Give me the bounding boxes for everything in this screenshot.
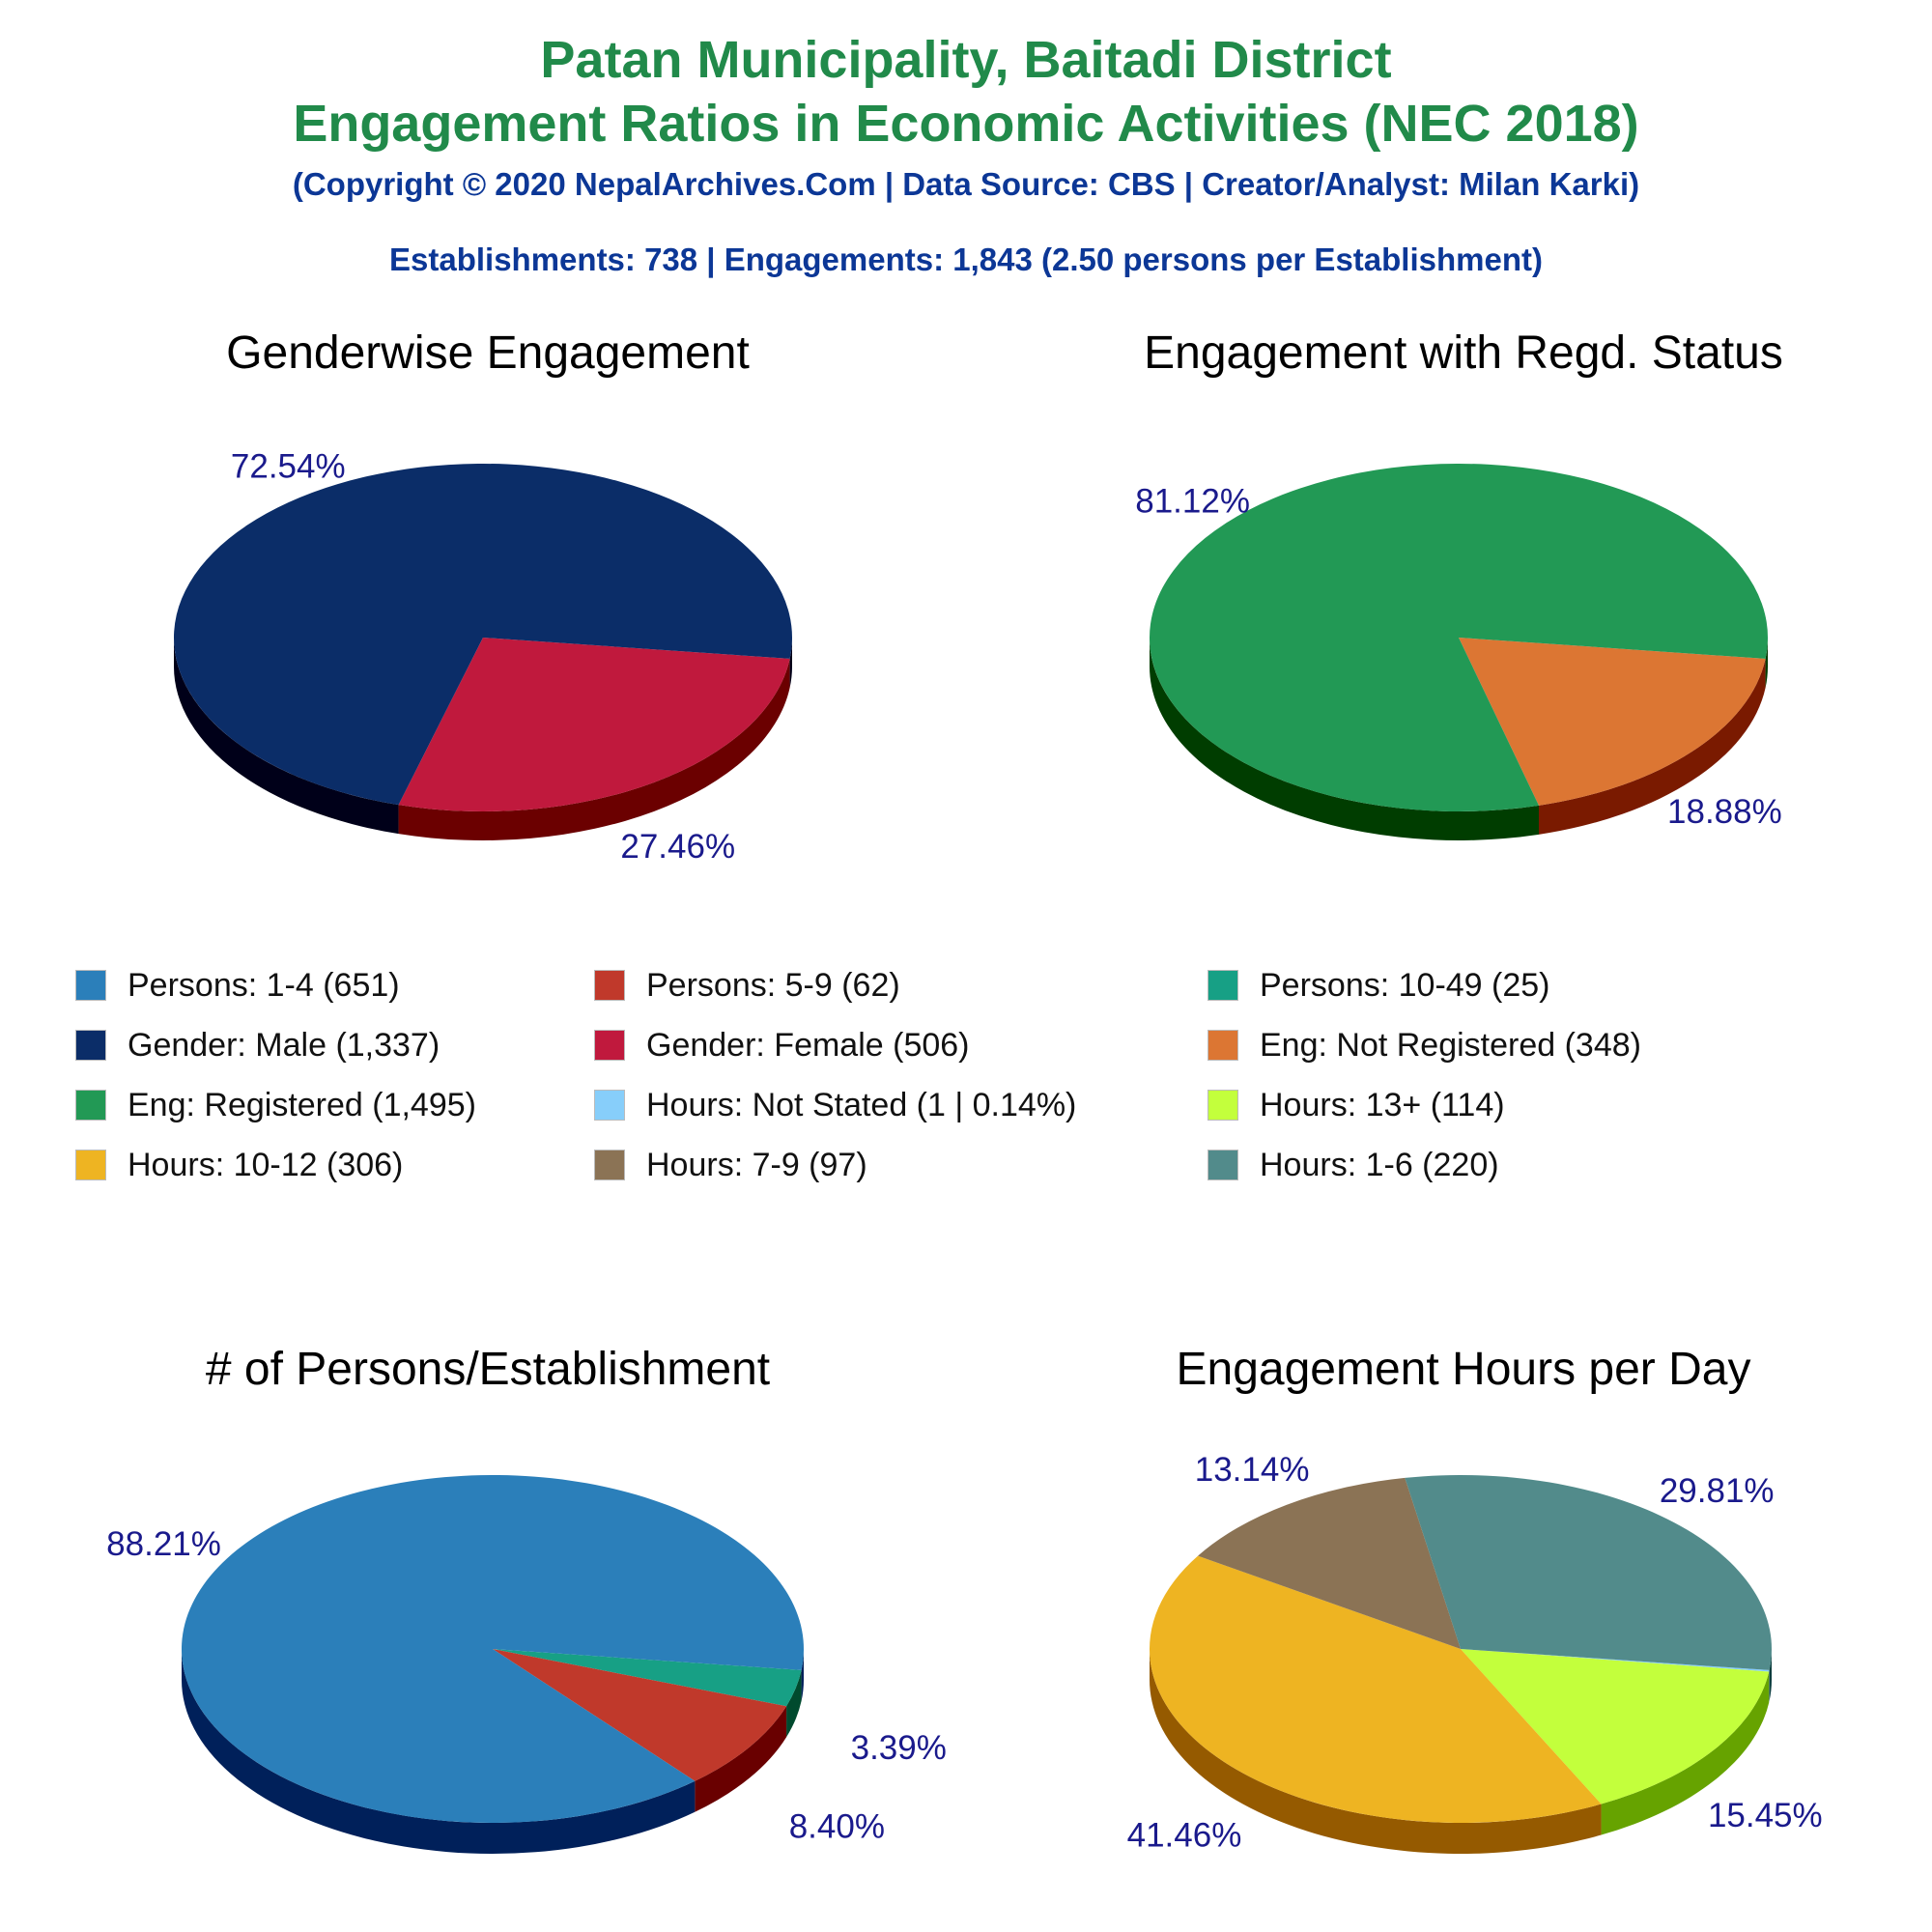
pie-slice <box>1198 1477 1461 1649</box>
legend-label: Hours: 13+ (114) <box>1260 1086 1505 1123</box>
title-line-2: Engagement Ratios in Economic Activities… <box>293 95 1639 153</box>
pie-slice <box>1405 1475 1772 1670</box>
pie-side-wall <box>1769 1649 1772 1701</box>
legend-swatch <box>1208 1030 1238 1061</box>
slice-percent-label: 15.45% <box>1708 1797 1823 1834</box>
pie-slice <box>173 464 792 806</box>
slice-percent-label: 41.46% <box>1127 1816 1242 1854</box>
legend-swatch <box>594 1150 625 1180</box>
chart-title-regd: Engagement with Regd. Status <box>1144 327 1783 379</box>
legend-swatch <box>594 1030 625 1061</box>
slice-percent-label: 27.46% <box>620 828 735 866</box>
legend-swatch <box>75 1090 106 1121</box>
copyright-line: (Copyright © 2020 NepalArchives.Com | Da… <box>292 166 1640 202</box>
pie-chart-hours: 15.45% 41.46% 13.14% 29.81% <box>1127 1451 1823 1854</box>
slice-percent-label: 18.88% <box>1667 793 1782 831</box>
pie-side-wall <box>181 1649 696 1854</box>
legend-item: Hours: 13+ (114) <box>1208 1086 1505 1124</box>
legend-label: Hours: 10-12 (306) <box>128 1146 404 1183</box>
legend-item: Gender: Male (1,337) <box>75 1026 440 1065</box>
summary-line: Establishments: 738 | Engagements: 1,843… <box>389 242 1543 277</box>
legend-label: Hours: 1-6 (220) <box>1260 1146 1499 1183</box>
legend-label: Gender: Male (1,337) <box>128 1026 440 1064</box>
pie-side-wall <box>174 638 399 835</box>
legend-label: Eng: Not Registered (348) <box>1260 1026 1641 1064</box>
legend-swatch <box>1208 1150 1238 1180</box>
legend-label: Hours: 7-9 (97) <box>646 1146 867 1183</box>
pie-slice <box>182 1475 805 1823</box>
pie-side-wall <box>1538 658 1766 835</box>
legend-item: Persons: 1-4 (651) <box>75 966 400 1005</box>
slice-percent-label: 88.21% <box>106 1525 221 1563</box>
pie-side-wall <box>1601 1671 1770 1835</box>
legend-item: Hours: 1-6 (220) <box>1208 1146 1499 1184</box>
legend-item: Eng: Registered (1,495) <box>75 1086 476 1124</box>
legend-item: Eng: Not Registered (348) <box>1208 1026 1641 1065</box>
pie-side-wall <box>1765 638 1768 688</box>
chart-title-hours: Engagement Hours per Day <box>1176 1344 1751 1395</box>
pie-slice <box>1461 1649 1770 1804</box>
legend-item: Persons: 5-9 (62) <box>594 966 900 1005</box>
legend-item: Persons: 10-49 (25) <box>1208 966 1550 1005</box>
pie-slice <box>398 638 790 811</box>
legend-label: Hours: Not Stated (1 | 0.14%) <box>646 1086 1077 1123</box>
slice-percent-label: 8.40% <box>789 1807 885 1845</box>
pie-slice <box>1150 1555 1602 1823</box>
legend-swatch <box>1208 970 1238 1001</box>
slice-percent-label: 13.14% <box>1195 1451 1310 1489</box>
pie-side-wall <box>695 1706 787 1812</box>
pie-slice <box>493 1649 787 1781</box>
pie-slice <box>1461 1649 1770 1672</box>
pie-side-wall <box>786 1669 802 1738</box>
chart-title-gender: Genderwise Engagement <box>226 327 750 379</box>
legend-item: Hours: 7-9 (97) <box>594 1146 867 1184</box>
legend-label: Persons: 1-4 (651) <box>128 966 400 1004</box>
slice-percent-label: 3.39% <box>851 1729 947 1767</box>
legend-item: Hours: 10-12 (306) <box>75 1146 403 1184</box>
legend-swatch <box>75 970 106 1001</box>
pie-side-wall <box>1150 638 1539 840</box>
pie-slice <box>1150 464 1768 811</box>
pie-chart-gender: 27.46% 72.54% <box>173 447 792 866</box>
pie-side-wall <box>789 638 792 688</box>
pie-side-wall <box>801 1649 804 1701</box>
legend-swatch <box>594 1090 625 1121</box>
pie-side-wall <box>398 658 790 840</box>
title-line-1: Patan Municipality, Baitadi District <box>540 31 1392 89</box>
pie-side-wall <box>1150 1649 1602 1854</box>
legend-label: Eng: Registered (1,495) <box>128 1086 476 1123</box>
legend-label: Persons: 10-49 (25) <box>1260 966 1550 1004</box>
legend-label: Persons: 5-9 (62) <box>646 966 900 1004</box>
pie-chart-persons: 3.39% 8.40% 88.21% <box>106 1475 947 1854</box>
slice-percent-label: 81.12% <box>1135 483 1250 521</box>
legend-item: Gender: Female (506) <box>594 1026 970 1065</box>
legend-label: Gender: Female (506) <box>646 1026 970 1064</box>
pie-chart-regd-status: 18.88% 81.12% <box>1135 464 1782 840</box>
pie-slice <box>493 1649 802 1707</box>
legend-swatch <box>1208 1090 1238 1121</box>
legend-item: Hours: Not Stated (1 | 0.14%) <box>594 1086 1076 1124</box>
legend-swatch <box>75 1030 106 1061</box>
chart-title-persons: # of Persons/Establishment <box>205 1344 771 1395</box>
legend-swatch <box>75 1150 106 1180</box>
legend-swatch <box>594 970 625 1001</box>
slice-percent-label: 72.54% <box>231 447 346 485</box>
slice-percent-label: 29.81% <box>1660 1472 1775 1510</box>
pie-slice <box>1459 638 1766 806</box>
